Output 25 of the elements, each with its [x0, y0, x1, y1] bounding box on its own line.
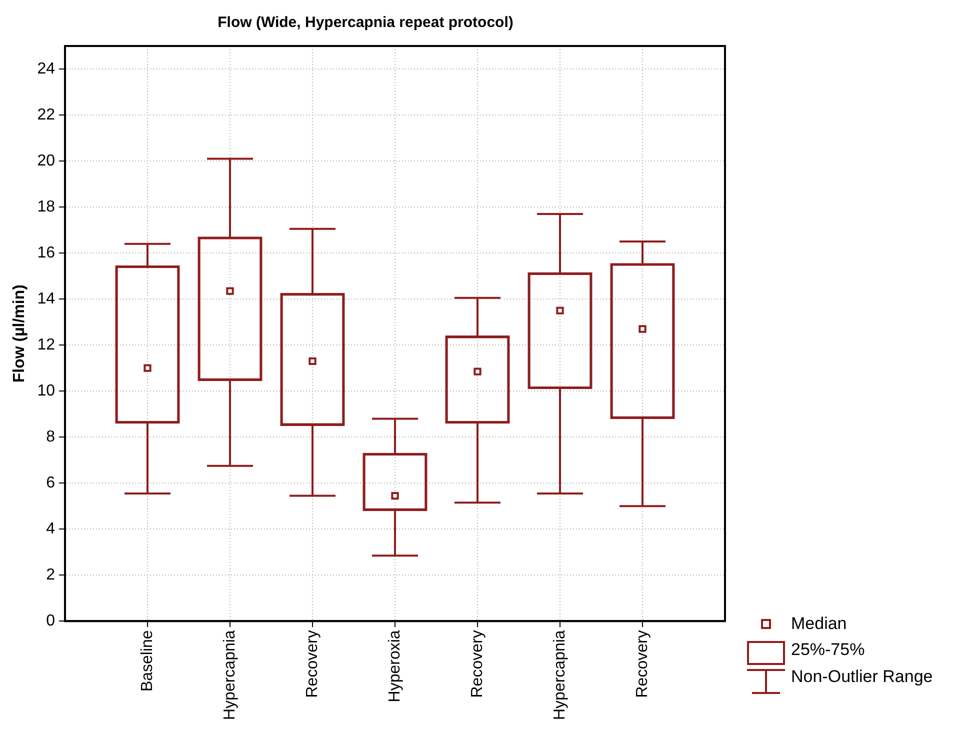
x-tick-label: Hyperoxia: [386, 630, 404, 702]
x-tick-label: Recovery: [468, 630, 486, 698]
y-tick-label: 0: [46, 612, 56, 630]
text: Non-Outlier Range: [791, 667, 933, 687]
x-tick-label: Recovery: [304, 630, 321, 698]
y-tick-label: 16: [37, 244, 56, 262]
y-tick-label: 20: [37, 152, 56, 170]
y-tick-label: 24: [37, 60, 56, 78]
y-tick-label: 6: [46, 474, 56, 492]
y-axis-title: Flow (µl/min): [11, 284, 28, 383]
y-tick-label: 8: [46, 428, 56, 446]
chart-title: Flow (Wide, Hypercapnia repeat protocol): [218, 14, 514, 32]
y-tick-label: 12: [37, 336, 56, 354]
x-tick-label: Recovery: [634, 630, 651, 698]
x-tick-label: Baseline: [138, 630, 156, 692]
text: Median: [791, 614, 847, 634]
y-tick-label: 18: [37, 198, 56, 216]
y-tick-label: 4: [46, 520, 56, 538]
x-tick-label: Hypercapnia: [221, 630, 238, 720]
text: 25%-75%: [791, 640, 865, 660]
y-tick-label: 22: [37, 106, 56, 124]
y-tick-label: 10: [37, 382, 56, 400]
y-tick-label: 2: [46, 566, 56, 584]
y-tick-label: 14: [37, 290, 56, 308]
x-tick-label: Hypercapnia: [551, 630, 568, 720]
